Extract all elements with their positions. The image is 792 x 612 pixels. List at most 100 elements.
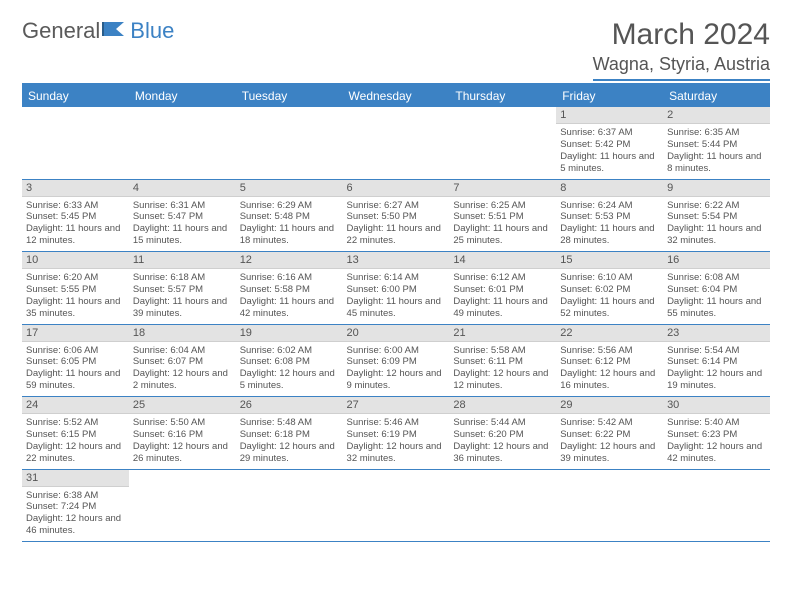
day-details: Sunrise: 5:42 AMSunset: 6:22 PMDaylight:… bbox=[556, 414, 663, 469]
daylight-text: Daylight: 11 hours and 42 minutes. bbox=[240, 296, 339, 320]
calendar-week: 24Sunrise: 5:52 AMSunset: 6:15 PMDayligh… bbox=[22, 397, 770, 470]
calendar-cell bbox=[236, 469, 343, 542]
sunset-text: Sunset: 6:16 PM bbox=[133, 429, 232, 441]
daylight-text: Daylight: 12 hours and 16 minutes. bbox=[560, 368, 659, 392]
day-details: Sunrise: 5:52 AMSunset: 6:15 PMDaylight:… bbox=[22, 414, 129, 469]
sunset-text: Sunset: 6:12 PM bbox=[560, 356, 659, 368]
daylight-text: Daylight: 12 hours and 5 minutes. bbox=[240, 368, 339, 392]
month-title: March 2024 bbox=[593, 18, 770, 52]
day-number: 13 bbox=[343, 252, 450, 269]
daylight-text: Daylight: 12 hours and 42 minutes. bbox=[667, 441, 766, 465]
day-details: Sunrise: 6:24 AMSunset: 5:53 PMDaylight:… bbox=[556, 197, 663, 252]
day-details: Sunrise: 6:27 AMSunset: 5:50 PMDaylight:… bbox=[343, 197, 450, 252]
weekday-header: Thursday bbox=[449, 85, 556, 107]
calendar-cell bbox=[449, 107, 556, 179]
day-number: 3 bbox=[22, 180, 129, 197]
sunrise-text: Sunrise: 6:35 AM bbox=[667, 127, 766, 139]
daylight-text: Daylight: 11 hours and 35 minutes. bbox=[26, 296, 125, 320]
day-details: Sunrise: 6:18 AMSunset: 5:57 PMDaylight:… bbox=[129, 269, 236, 324]
day-number: 20 bbox=[343, 325, 450, 342]
calendar-cell: 28Sunrise: 5:44 AMSunset: 6:20 PMDayligh… bbox=[449, 397, 556, 470]
sunset-text: Sunset: 5:47 PM bbox=[133, 211, 232, 223]
sunrise-text: Sunrise: 6:38 AM bbox=[26, 490, 125, 502]
daylight-text: Daylight: 12 hours and 22 minutes. bbox=[26, 441, 125, 465]
sunrise-text: Sunrise: 5:48 AM bbox=[240, 417, 339, 429]
sunset-text: Sunset: 6:04 PM bbox=[667, 284, 766, 296]
brand-logo: General Blue bbox=[22, 18, 174, 44]
day-number: 5 bbox=[236, 180, 343, 197]
calendar-body: 1Sunrise: 6:37 AMSunset: 5:42 PMDaylight… bbox=[22, 107, 770, 542]
calendar-cell: 21Sunrise: 5:58 AMSunset: 6:11 PMDayligh… bbox=[449, 324, 556, 397]
sunset-text: Sunset: 6:02 PM bbox=[560, 284, 659, 296]
day-number: 30 bbox=[663, 397, 770, 414]
sunrise-text: Sunrise: 6:10 AM bbox=[560, 272, 659, 284]
sunset-text: Sunset: 6:18 PM bbox=[240, 429, 339, 441]
weekday-header: Saturday bbox=[663, 85, 770, 107]
day-number: 10 bbox=[22, 252, 129, 269]
sunrise-text: Sunrise: 5:46 AM bbox=[347, 417, 446, 429]
calendar-cell bbox=[129, 107, 236, 179]
day-details: Sunrise: 6:25 AMSunset: 5:51 PMDaylight:… bbox=[449, 197, 556, 252]
flag-icon bbox=[102, 18, 128, 44]
day-details: Sunrise: 6:06 AMSunset: 6:05 PMDaylight:… bbox=[22, 342, 129, 397]
calendar-cell bbox=[556, 469, 663, 542]
calendar-cell: 6Sunrise: 6:27 AMSunset: 5:50 PMDaylight… bbox=[343, 179, 450, 252]
daylight-text: Daylight: 11 hours and 39 minutes. bbox=[133, 296, 232, 320]
brand-name-1: General bbox=[22, 18, 100, 44]
brand-name-2: Blue bbox=[130, 18, 174, 44]
day-details: Sunrise: 6:22 AMSunset: 5:54 PMDaylight:… bbox=[663, 197, 770, 252]
calendar-cell: 31Sunrise: 6:38 AMSunset: 7:24 PMDayligh… bbox=[22, 469, 129, 542]
weekday-header: Tuesday bbox=[236, 85, 343, 107]
day-number: 15 bbox=[556, 252, 663, 269]
calendar-cell: 18Sunrise: 6:04 AMSunset: 6:07 PMDayligh… bbox=[129, 324, 236, 397]
sunset-text: Sunset: 5:44 PM bbox=[667, 139, 766, 151]
sunrise-text: Sunrise: 6:33 AM bbox=[26, 200, 125, 212]
sunset-text: Sunset: 5:54 PM bbox=[667, 211, 766, 223]
weekday-header: Wednesday bbox=[343, 85, 450, 107]
day-number: 23 bbox=[663, 325, 770, 342]
calendar-cell: 4Sunrise: 6:31 AMSunset: 5:47 PMDaylight… bbox=[129, 179, 236, 252]
day-number: 7 bbox=[449, 180, 556, 197]
day-details: Sunrise: 5:46 AMSunset: 6:19 PMDaylight:… bbox=[343, 414, 450, 469]
sunset-text: Sunset: 6:19 PM bbox=[347, 429, 446, 441]
calendar-cell: 25Sunrise: 5:50 AMSunset: 6:16 PMDayligh… bbox=[129, 397, 236, 470]
daylight-text: Daylight: 12 hours and 39 minutes. bbox=[560, 441, 659, 465]
calendar-cell: 29Sunrise: 5:42 AMSunset: 6:22 PMDayligh… bbox=[556, 397, 663, 470]
header: General Blue March 2024 Wagna, Styria, A… bbox=[22, 18, 770, 81]
title-block: March 2024 Wagna, Styria, Austria bbox=[593, 18, 770, 81]
daylight-text: Daylight: 11 hours and 22 minutes. bbox=[347, 223, 446, 247]
day-details: Sunrise: 5:44 AMSunset: 6:20 PMDaylight:… bbox=[449, 414, 556, 469]
sunset-text: Sunset: 6:01 PM bbox=[453, 284, 552, 296]
day-number: 4 bbox=[129, 180, 236, 197]
sunrise-text: Sunrise: 6:06 AM bbox=[26, 345, 125, 357]
sunrise-text: Sunrise: 5:42 AM bbox=[560, 417, 659, 429]
calendar-week: 1Sunrise: 6:37 AMSunset: 5:42 PMDaylight… bbox=[22, 107, 770, 179]
sunrise-text: Sunrise: 6:27 AM bbox=[347, 200, 446, 212]
sunset-text: Sunset: 6:09 PM bbox=[347, 356, 446, 368]
sunrise-text: Sunrise: 6:16 AM bbox=[240, 272, 339, 284]
weekday-header: Friday bbox=[556, 85, 663, 107]
daylight-text: Daylight: 11 hours and 32 minutes. bbox=[667, 223, 766, 247]
day-number: 1 bbox=[556, 107, 663, 124]
day-number: 18 bbox=[129, 325, 236, 342]
day-details: Sunrise: 6:31 AMSunset: 5:47 PMDaylight:… bbox=[129, 197, 236, 252]
daylight-text: Daylight: 11 hours and 55 minutes. bbox=[667, 296, 766, 320]
sunset-text: Sunset: 5:48 PM bbox=[240, 211, 339, 223]
day-number: 11 bbox=[129, 252, 236, 269]
sunset-text: Sunset: 6:23 PM bbox=[667, 429, 766, 441]
daylight-text: Daylight: 11 hours and 5 minutes. bbox=[560, 151, 659, 175]
calendar-cell: 13Sunrise: 6:14 AMSunset: 6:00 PMDayligh… bbox=[343, 252, 450, 325]
sunrise-text: Sunrise: 6:04 AM bbox=[133, 345, 232, 357]
sunset-text: Sunset: 5:45 PM bbox=[26, 211, 125, 223]
day-details: Sunrise: 6:14 AMSunset: 6:00 PMDaylight:… bbox=[343, 269, 450, 324]
sunrise-text: Sunrise: 6:14 AM bbox=[347, 272, 446, 284]
day-number: 14 bbox=[449, 252, 556, 269]
daylight-text: Daylight: 11 hours and 28 minutes. bbox=[560, 223, 659, 247]
daylight-text: Daylight: 12 hours and 29 minutes. bbox=[240, 441, 339, 465]
calendar-cell: 15Sunrise: 6:10 AMSunset: 6:02 PMDayligh… bbox=[556, 252, 663, 325]
sunset-text: Sunset: 5:57 PM bbox=[133, 284, 232, 296]
calendar-cell bbox=[343, 469, 450, 542]
day-details: Sunrise: 6:16 AMSunset: 5:58 PMDaylight:… bbox=[236, 269, 343, 324]
daylight-text: Daylight: 11 hours and 49 minutes. bbox=[453, 296, 552, 320]
calendar-cell: 17Sunrise: 6:06 AMSunset: 6:05 PMDayligh… bbox=[22, 324, 129, 397]
